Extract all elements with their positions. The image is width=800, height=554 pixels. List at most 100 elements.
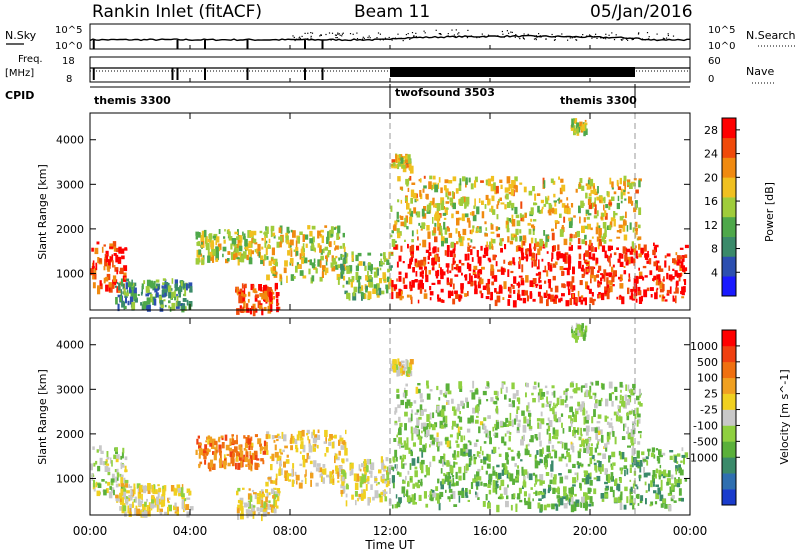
scatter-cell bbox=[451, 475, 455, 478]
scatter-cell bbox=[464, 293, 467, 297]
scatter-cell bbox=[338, 450, 341, 456]
scatter-cell bbox=[115, 458, 119, 463]
scatter-cell bbox=[515, 228, 519, 235]
freq-label: Freq. bbox=[18, 54, 43, 65]
scatter-cell bbox=[396, 434, 398, 438]
colorbar-tick-label: 12 bbox=[704, 219, 718, 232]
nsearch-dot bbox=[382, 38, 384, 40]
scatter-cell bbox=[557, 441, 560, 444]
scatter-cell bbox=[250, 241, 253, 248]
scatter-cell bbox=[559, 213, 562, 218]
nsearch-dot bbox=[667, 34, 669, 37]
scatter-cell bbox=[456, 217, 460, 226]
scatter-cell bbox=[159, 300, 164, 306]
scatter-cell bbox=[455, 264, 459, 271]
scatter-cell bbox=[425, 268, 428, 277]
scatter-cell bbox=[571, 327, 574, 334]
scatter-cell bbox=[684, 244, 689, 249]
scatter-cell bbox=[573, 125, 576, 132]
scatter-cell bbox=[159, 508, 163, 514]
scatter-cell bbox=[273, 296, 276, 300]
scatter-cell bbox=[438, 214, 441, 219]
scatter-cell bbox=[100, 283, 103, 290]
scatter-cell bbox=[472, 269, 476, 275]
nsearch-dot bbox=[292, 35, 294, 37]
scatter-cell bbox=[259, 303, 263, 306]
scatter-cell bbox=[150, 298, 153, 303]
scatter-cell bbox=[681, 286, 685, 294]
scatter-cell bbox=[391, 252, 393, 255]
nsearch-dot bbox=[641, 38, 644, 40]
scatter-cell bbox=[168, 300, 171, 304]
scatter-cell bbox=[372, 288, 377, 294]
scatter-cell bbox=[649, 504, 652, 507]
scatter-cell bbox=[409, 359, 414, 365]
scatter-cell bbox=[563, 486, 567, 492]
scatter-cell bbox=[297, 264, 301, 269]
scatter-cell bbox=[249, 450, 252, 456]
scatter-cell bbox=[672, 268, 675, 271]
scatter-cell bbox=[508, 192, 512, 195]
scatter-cell bbox=[532, 278, 537, 284]
scatter-cell bbox=[453, 461, 456, 468]
scatter-cell bbox=[301, 257, 304, 264]
scatter-cell bbox=[551, 436, 556, 439]
colorbar-swatch bbox=[722, 345, 736, 363]
scatter-cell bbox=[635, 298, 638, 303]
scatter-cell bbox=[555, 418, 559, 423]
scatter-cell bbox=[511, 180, 514, 188]
scatter-cell bbox=[593, 298, 596, 302]
scatter-cell bbox=[209, 462, 212, 468]
scatter-cell bbox=[397, 358, 400, 366]
nsearch-dot bbox=[447, 35, 449, 37]
scatter-cell bbox=[639, 499, 643, 504]
scatter-cell bbox=[248, 257, 253, 265]
scatter-cell bbox=[435, 270, 439, 277]
scatter-cell bbox=[398, 255, 402, 262]
scatter-cell bbox=[263, 447, 266, 449]
nsearch-dot bbox=[545, 38, 547, 40]
scatter-cell bbox=[624, 254, 628, 262]
scatter-cell bbox=[652, 249, 656, 255]
scatter-cell bbox=[399, 455, 402, 460]
scatter-cell bbox=[306, 452, 309, 460]
scatter-cell bbox=[327, 250, 331, 255]
scatter-cell bbox=[259, 490, 264, 499]
scatter-cell bbox=[97, 465, 101, 472]
scatter-cell bbox=[121, 300, 125, 308]
scatter-cell bbox=[483, 456, 487, 465]
scatter-cell bbox=[578, 205, 581, 214]
scatter-cell bbox=[137, 294, 140, 296]
scatter-cell bbox=[441, 240, 444, 247]
scatter-cell bbox=[228, 231, 231, 238]
scatter-cell bbox=[105, 488, 109, 494]
scatter-cell bbox=[245, 503, 250, 507]
scatter-cell bbox=[425, 274, 429, 283]
scatter-cell bbox=[269, 292, 273, 300]
scatter-cell bbox=[587, 264, 590, 273]
scatter-cell bbox=[363, 489, 366, 495]
scatter-cell bbox=[198, 259, 201, 263]
scatter-cell bbox=[116, 495, 120, 502]
scatter-cell bbox=[397, 154, 400, 159]
scatter-cell bbox=[136, 483, 141, 489]
scatter-cell bbox=[573, 427, 576, 433]
scatter-cell bbox=[130, 497, 133, 501]
scatter-cell bbox=[257, 243, 261, 251]
scatter-cell bbox=[522, 481, 527, 488]
scatter-cell bbox=[167, 506, 169, 515]
scatter-cell bbox=[248, 488, 251, 491]
scatter-cell bbox=[275, 292, 280, 297]
scatter-cell bbox=[398, 426, 402, 432]
scatter-cell bbox=[268, 260, 272, 266]
scatter-cell bbox=[266, 274, 270, 281]
scatter-cell bbox=[548, 484, 551, 492]
scatter-cell bbox=[319, 276, 323, 282]
scatter-cell bbox=[560, 441, 563, 444]
scatter-cell bbox=[612, 462, 616, 466]
nsearch-dot bbox=[362, 36, 364, 38]
scatter-cell bbox=[115, 297, 118, 305]
scatter-cell bbox=[231, 238, 236, 245]
nsearch-dot bbox=[423, 30, 425, 32]
scatter-cell bbox=[249, 459, 253, 466]
